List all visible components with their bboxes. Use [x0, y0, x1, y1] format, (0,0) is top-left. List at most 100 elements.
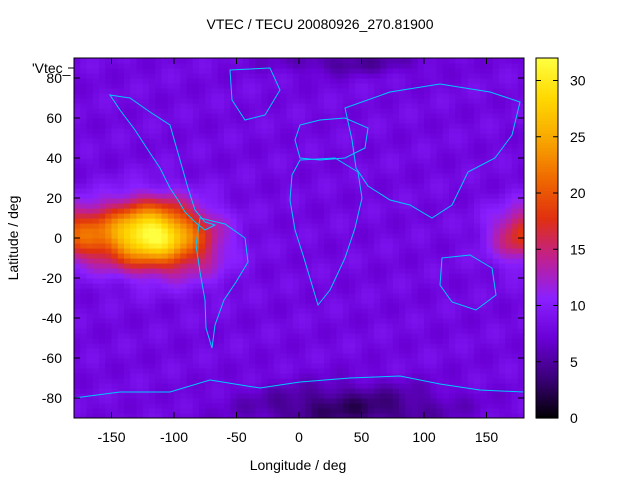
heatmap-cell	[167, 318, 175, 324]
heatmap-cell	[249, 233, 256, 239]
heatmap-cell	[217, 303, 225, 309]
heatmap-cell	[342, 198, 350, 204]
heatmap-cell	[424, 338, 431, 344]
heatmap-cell	[105, 398, 113, 404]
heatmap-cell	[386, 378, 394, 384]
heatmap-cell	[455, 108, 463, 114]
heatmap-cell	[117, 358, 125, 364]
heatmap-cell	[411, 118, 419, 124]
heatmap-cell	[461, 163, 469, 169]
heatmap-cell	[305, 268, 313, 274]
heatmap-cell	[149, 268, 156, 274]
heatmap-cell	[455, 103, 463, 109]
heatmap-cell	[286, 178, 294, 184]
heatmap-cell	[199, 398, 206, 404]
heatmap-cell	[324, 138, 331, 144]
heatmap-cell	[130, 393, 138, 399]
heatmap-cell	[442, 373, 450, 379]
heatmap-cell	[217, 148, 225, 154]
heatmap-cell	[92, 273, 100, 279]
heatmap-cell	[186, 283, 194, 289]
heatmap-cell	[380, 168, 388, 174]
heatmap-cell	[217, 353, 225, 359]
heatmap-cell	[236, 138, 244, 144]
heatmap-cell	[461, 153, 469, 159]
heatmap-cell	[236, 368, 244, 374]
heatmap-cell	[386, 218, 394, 224]
heatmap-cell	[392, 118, 400, 124]
heatmap-cell	[449, 178, 456, 184]
heatmap-cell	[74, 353, 81, 359]
heatmap-cell	[111, 193, 119, 199]
heatmap-cell	[486, 243, 494, 249]
heatmap-cell	[105, 348, 113, 354]
heatmap-cell	[161, 198, 169, 204]
heatmap-cell	[392, 248, 400, 254]
heatmap-cell	[317, 118, 325, 124]
heatmap-cell	[167, 393, 175, 399]
heatmap-cell	[111, 73, 119, 79]
heatmap-cell	[286, 58, 294, 64]
heatmap-cell	[142, 273, 150, 279]
heatmap-cell	[192, 308, 200, 314]
heatmap-cell	[424, 233, 431, 239]
heatmap-cell	[224, 378, 231, 384]
heatmap-cell	[142, 383, 150, 389]
heatmap-cell	[461, 408, 469, 414]
heatmap-cell	[74, 183, 81, 189]
heatmap-cell	[311, 208, 319, 214]
heatmap-cell	[380, 268, 388, 274]
heatmap-cell	[261, 163, 269, 169]
heatmap-cell	[211, 348, 219, 354]
heatmap-cell	[430, 323, 438, 329]
heatmap-cell	[267, 303, 275, 309]
heatmap-cell	[249, 213, 256, 219]
heatmap-cell	[186, 323, 194, 329]
heatmap-cell	[449, 313, 456, 319]
heatmap-cell	[124, 318, 131, 324]
heatmap-cell	[217, 163, 225, 169]
heatmap-cell	[105, 143, 113, 149]
heatmap-cell	[455, 158, 463, 164]
heatmap-cell	[299, 213, 306, 219]
heatmap-cell	[155, 183, 163, 189]
heatmap-cell	[111, 263, 119, 269]
heatmap-cell	[499, 58, 506, 64]
heatmap-cell	[186, 298, 194, 304]
heatmap-cell	[486, 163, 494, 169]
heatmap-cell	[317, 88, 325, 94]
heatmap-cell	[424, 353, 431, 359]
heatmap-cell	[224, 263, 231, 269]
heatmap-cell	[217, 173, 225, 179]
heatmap-cell	[324, 118, 331, 124]
heatmap-cell	[111, 168, 119, 174]
heatmap-cell	[236, 243, 244, 249]
heatmap-cell	[474, 148, 481, 154]
heatmap-cell	[449, 73, 456, 79]
heatmap-cell	[155, 253, 163, 259]
heatmap-cell	[436, 108, 444, 114]
heatmap-cell	[111, 323, 119, 329]
heatmap-cell	[499, 168, 506, 174]
heatmap-cell	[255, 228, 263, 234]
heatmap-cell	[155, 178, 163, 184]
heatmap-cell	[317, 323, 325, 329]
heatmap-cell	[399, 258, 406, 264]
heatmap-cell	[386, 68, 394, 74]
heatmap-cell	[230, 338, 238, 344]
heatmap-cell	[355, 378, 363, 384]
heatmap-cell	[230, 303, 238, 309]
heatmap-cell	[311, 308, 319, 314]
heatmap-cell	[430, 148, 438, 154]
heatmap-cell	[274, 358, 281, 364]
heatmap-cell	[486, 143, 494, 149]
heatmap-cell	[136, 163, 144, 169]
heatmap-cell	[386, 178, 394, 184]
heatmap-cell	[230, 153, 238, 159]
heatmap-cell	[361, 313, 369, 319]
heatmap-cell	[105, 413, 113, 418]
heatmap-cell	[124, 108, 131, 114]
heatmap-cell	[399, 128, 406, 134]
heatmap-cell	[186, 83, 194, 89]
heatmap-cell	[405, 408, 413, 414]
